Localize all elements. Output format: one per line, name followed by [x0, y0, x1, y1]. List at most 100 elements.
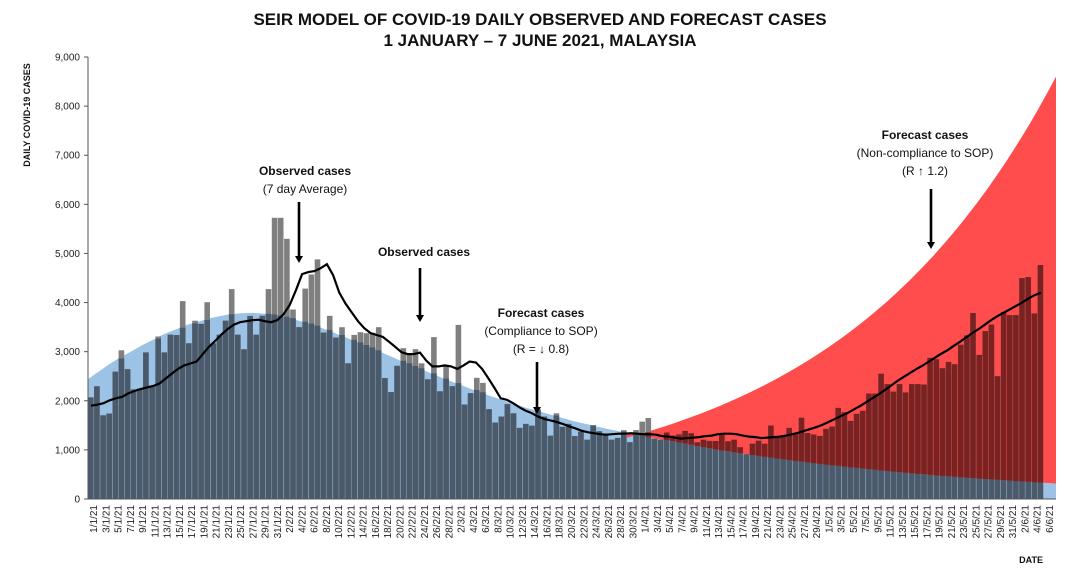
observed-bar-red-overlap: [792, 434, 799, 461]
y-tick-label: 9,000: [55, 53, 80, 64]
observed-bar-red-overlap: [970, 313, 976, 479]
observed-bar-overlap: [614, 437, 621, 499]
observed-bar-overlap: [1000, 480, 1007, 499]
observed-bar-overlap: [339, 335, 345, 499]
x-tick-label: 10/3/21: [506, 505, 517, 539]
observed-bars: [88, 217, 1044, 500]
observed-bar-red-overlap: [933, 359, 940, 476]
observed-bar-overlap: [498, 416, 505, 499]
observed-bar-overlap: [155, 338, 161, 499]
observed-bar-overlap: [345, 363, 351, 499]
observed-bar-overlap: [94, 386, 100, 499]
y-tick-label: 1,000: [55, 445, 80, 456]
observed-bar-overlap: [302, 321, 308, 499]
x-tick-label: 11/4/21: [702, 505, 713, 538]
observed-bar-red-overlap: [1019, 278, 1025, 482]
axes: 0 1,000 2,000 3,000 4,000 5,000 6,000 7,000 8,00…: [22, 53, 1056, 565]
x-tick-label: 1/5/21: [824, 505, 835, 533]
x-tick-label: 16/3/21: [543, 505, 554, 539]
observed-bar-red-overlap: [853, 413, 860, 468]
annotation-compliance-title: Forecast cases: [498, 306, 585, 320]
observed-bar-overlap: [124, 369, 131, 499]
observed-bar-red-overlap: [982, 331, 989, 479]
observed-bar-overlap: [418, 368, 425, 499]
observed-bar-overlap: [866, 469, 872, 499]
x-tick-label: 15/5/21: [910, 505, 921, 539]
observed-bar-overlap: [804, 462, 811, 499]
observed-bar-overlap: [382, 378, 388, 499]
x-tick-label: 21/5/21: [947, 505, 958, 539]
observed-bar-overlap: [308, 323, 315, 499]
observed-bar-red-overlap: [835, 407, 841, 466]
observed-bar-overlap: [823, 464, 829, 499]
y-tick-label: 2,000: [55, 396, 80, 407]
observed-bar-overlap: [774, 458, 780, 499]
x-axis-label: DATE: [1019, 555, 1043, 565]
observed-bar-overlap: [951, 476, 958, 499]
observed-bar-red-overlap: [755, 440, 762, 456]
observed-bar-overlap: [112, 371, 119, 499]
x-tick-label: 1/1/21: [89, 505, 100, 533]
x-tick-label: 17/4/21: [739, 505, 750, 539]
x-tick-label: 7/4/21: [677, 505, 688, 533]
observed-bar-overlap: [259, 315, 266, 499]
y-tick-label: 5,000: [55, 249, 80, 260]
observed-bar-overlap: [627, 442, 633, 499]
annotation-compliance-detail: (Compliance to SOP): [484, 324, 597, 338]
observed-bar-overlap: [198, 323, 204, 499]
observed-bar-overlap: [161, 352, 168, 499]
observed-bar-overlap: [725, 451, 731, 499]
observed-bar-overlap: [719, 450, 725, 499]
x-tick-label: 9/5/21: [873, 505, 884, 533]
observed-bar-red-overlap: [1037, 265, 1044, 483]
y-tick-label: 8,000: [55, 102, 80, 113]
x-tick-label: 11/1/21: [150, 505, 161, 538]
observed-bar-overlap: [143, 352, 149, 499]
observed-bar-red-overlap: [841, 412, 848, 467]
observed-bar-overlap: [670, 441, 676, 499]
observed-bar-overlap: [222, 320, 229, 499]
observed-bar-red-overlap: [1007, 315, 1013, 481]
x-tick-label: 10/2/21: [334, 505, 345, 539]
observed-bar-overlap: [896, 472, 903, 499]
observed-bar-overlap: [872, 469, 878, 499]
observed-bar-overlap: [235, 334, 241, 499]
x-tick-label: 19/4/21: [751, 505, 762, 539]
observed-bar-overlap: [633, 434, 639, 499]
observed-bar-overlap: [676, 442, 682, 499]
x-tick-label: 17/5/21: [922, 505, 933, 539]
observed-bar-red-overlap: [902, 392, 909, 473]
x-tick-label: 23/4/21: [775, 505, 786, 539]
x-tick-label: 8/2/21: [322, 505, 333, 533]
observed-bar-overlap: [792, 460, 799, 499]
observed-bar-overlap: [100, 415, 106, 499]
observed-bar-red-overlap: [939, 368, 946, 476]
observed-bar-red-overlap: [964, 335, 970, 478]
observed-bar-red-overlap: [1013, 315, 1019, 481]
observed-bar-overlap: [320, 332, 327, 499]
observed-bar-overlap: [296, 327, 302, 499]
observed-bar-red-overlap: [712, 441, 719, 450]
x-tick-label: 7/1/21: [126, 505, 137, 533]
x-tick-label: 6/3/21: [481, 505, 492, 533]
x-tick-label: 4/2/21: [297, 505, 308, 533]
observed-bar-overlap: [363, 345, 370, 499]
y-axis-label: DAILY COVID-19 CASES: [22, 63, 32, 167]
arrow-observed-avg-head: [295, 256, 303, 263]
observed-bar-overlap: [351, 339, 357, 499]
observed-bar-overlap: [829, 465, 835, 499]
x-tick-label: 9/4/21: [690, 505, 701, 533]
observed-bar-overlap: [431, 373, 437, 499]
observed-bar-overlap: [486, 409, 492, 499]
observed-bar-overlap: [253, 334, 259, 499]
observed-bar-overlap: [375, 350, 382, 499]
observed-bar-overlap: [449, 386, 456, 499]
observed-bar-overlap: [688, 444, 694, 499]
arrow-observed-head: [416, 315, 424, 322]
x-tick-label: 26/3/21: [604, 505, 615, 539]
x-tick-label: 29/1/21: [261, 505, 272, 539]
observed-bar-overlap: [958, 477, 964, 499]
x-tick-label: 27/4/21: [800, 505, 811, 539]
observed-bar-overlap: [265, 313, 272, 499]
observed-bar-overlap: [988, 479, 995, 499]
